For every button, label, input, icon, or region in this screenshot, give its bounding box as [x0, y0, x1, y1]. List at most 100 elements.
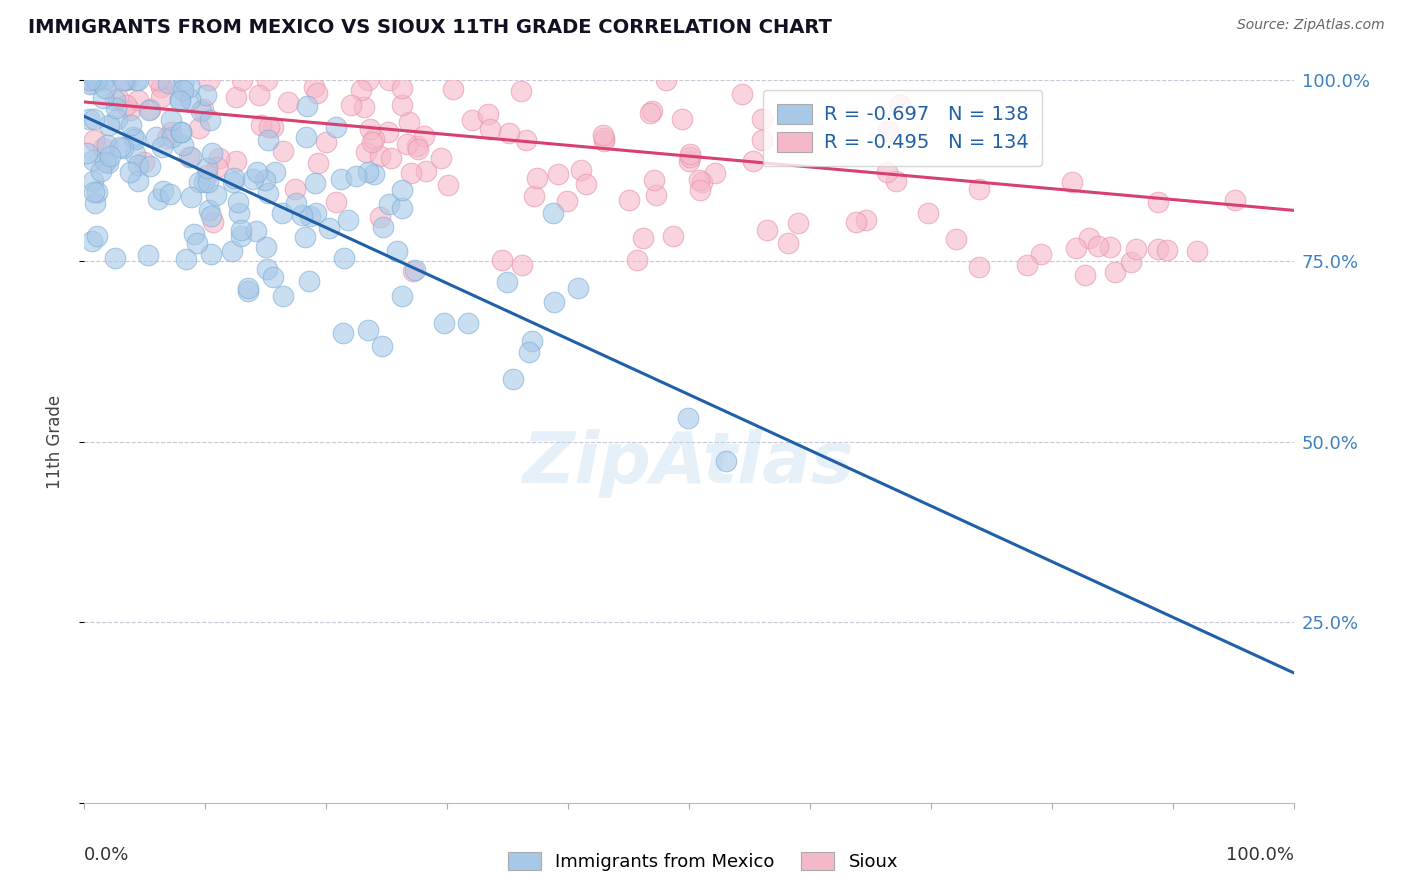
- Point: [778, 235, 800, 250]
- Point: [93, 155, 115, 169]
- Point: [1225, 193, 1247, 207]
- Point: [631, 231, 654, 245]
- Point: [179, 92, 201, 106]
- Point: [1074, 268, 1097, 282]
- Point: [430, 151, 453, 165]
- Point: [79, 73, 101, 87]
- Point: [107, 91, 129, 105]
- Point: [671, 112, 693, 126]
- Point: [543, 294, 565, 309]
- Point: [496, 275, 519, 289]
- Point: [302, 80, 325, 95]
- Point: [337, 213, 360, 227]
- Point: [676, 410, 699, 425]
- Point: [361, 135, 384, 149]
- Point: [236, 281, 259, 295]
- Point: [845, 215, 868, 229]
- Point: [124, 132, 146, 146]
- Point: [118, 164, 141, 178]
- Point: [159, 113, 181, 128]
- Point: [391, 183, 413, 197]
- Point: [224, 171, 246, 186]
- Point: [80, 76, 103, 90]
- Point: [121, 129, 143, 144]
- Point: [253, 173, 276, 187]
- Point: [97, 156, 120, 170]
- Point: [205, 161, 228, 175]
- Point: [413, 128, 436, 143]
- Point: [377, 125, 399, 139]
- Point: [160, 73, 183, 87]
- Point: [751, 112, 773, 127]
- Point: [756, 223, 779, 237]
- Point: [87, 73, 110, 87]
- Point: [380, 151, 402, 165]
- Point: [139, 159, 162, 173]
- Point: [396, 137, 419, 152]
- Point: [1029, 246, 1052, 260]
- Point: [917, 206, 939, 220]
- Point: [363, 167, 385, 181]
- Point: [228, 206, 250, 220]
- Point: [645, 188, 668, 202]
- Point: [318, 221, 340, 235]
- Point: [98, 149, 121, 163]
- Point: [112, 141, 135, 155]
- Point: [83, 73, 105, 87]
- Point: [662, 228, 685, 243]
- Point: [132, 155, 155, 169]
- Point: [250, 118, 273, 132]
- Point: [491, 253, 513, 268]
- Point: [186, 236, 208, 251]
- Point: [104, 93, 127, 107]
- Point: [187, 175, 209, 189]
- Point: [257, 133, 280, 147]
- Point: [1098, 240, 1121, 254]
- Point: [1077, 231, 1099, 245]
- Point: [150, 140, 173, 154]
- Point: [654, 73, 676, 87]
- Point: [498, 126, 520, 140]
- Point: [592, 128, 614, 142]
- Point: [197, 202, 219, 217]
- Point: [79, 77, 101, 91]
- Point: [1087, 239, 1109, 253]
- Point: [256, 262, 278, 277]
- Point: [202, 215, 225, 229]
- Point: [541, 206, 564, 220]
- Point: [502, 372, 524, 386]
- Point: [190, 103, 212, 118]
- Point: [159, 125, 181, 139]
- Point: [93, 141, 115, 155]
- Point: [177, 149, 200, 163]
- Point: [82, 174, 104, 188]
- Point: [368, 211, 391, 225]
- Point: [170, 124, 193, 138]
- Point: [200, 247, 222, 261]
- Point: [305, 206, 328, 220]
- Point: [526, 171, 548, 186]
- Point: [378, 73, 401, 87]
- Point: [391, 98, 413, 112]
- Point: [477, 107, 499, 121]
- Point: [245, 224, 267, 238]
- Point: [638, 105, 661, 120]
- Point: [96, 138, 118, 153]
- Point: [193, 102, 215, 116]
- Point: [969, 260, 991, 274]
- Point: [567, 281, 589, 295]
- Point: [689, 183, 711, 197]
- Point: [180, 150, 202, 164]
- Point: [159, 186, 181, 201]
- Point: [127, 158, 149, 172]
- Point: [679, 150, 702, 164]
- Point: [195, 169, 218, 183]
- Point: [461, 112, 484, 127]
- Point: [156, 76, 179, 90]
- Point: [690, 175, 713, 189]
- Point: [357, 323, 380, 337]
- Point: [363, 131, 385, 145]
- Point: [357, 165, 380, 179]
- Point: [242, 171, 264, 186]
- Point: [357, 73, 380, 87]
